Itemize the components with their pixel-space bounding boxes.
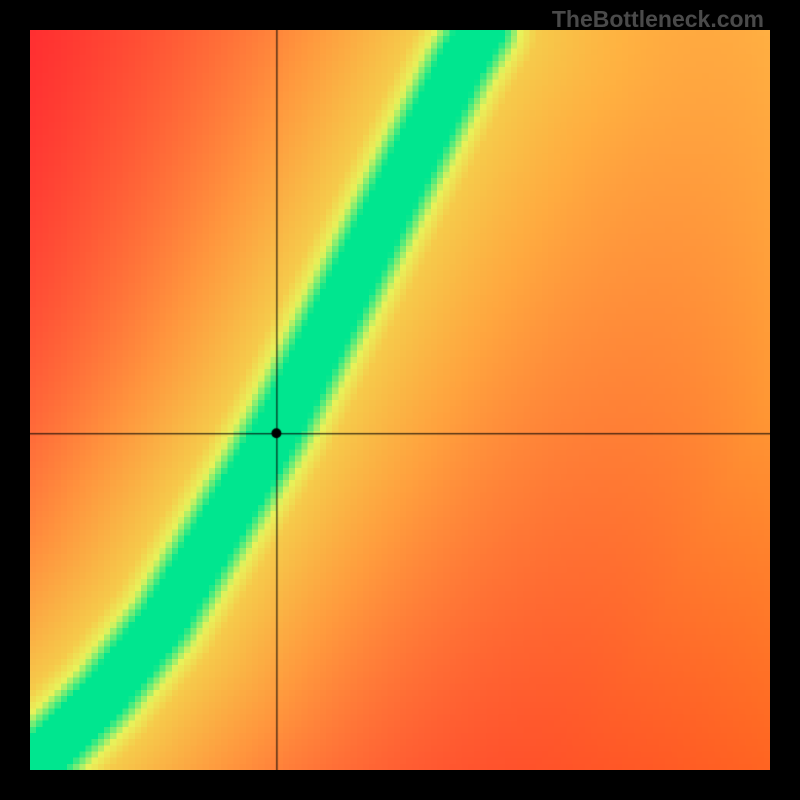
crosshair-overlay (30, 30, 770, 770)
chart-container: TheBottleneck.com (0, 0, 800, 800)
watermark-text: TheBottleneck.com (552, 6, 764, 33)
